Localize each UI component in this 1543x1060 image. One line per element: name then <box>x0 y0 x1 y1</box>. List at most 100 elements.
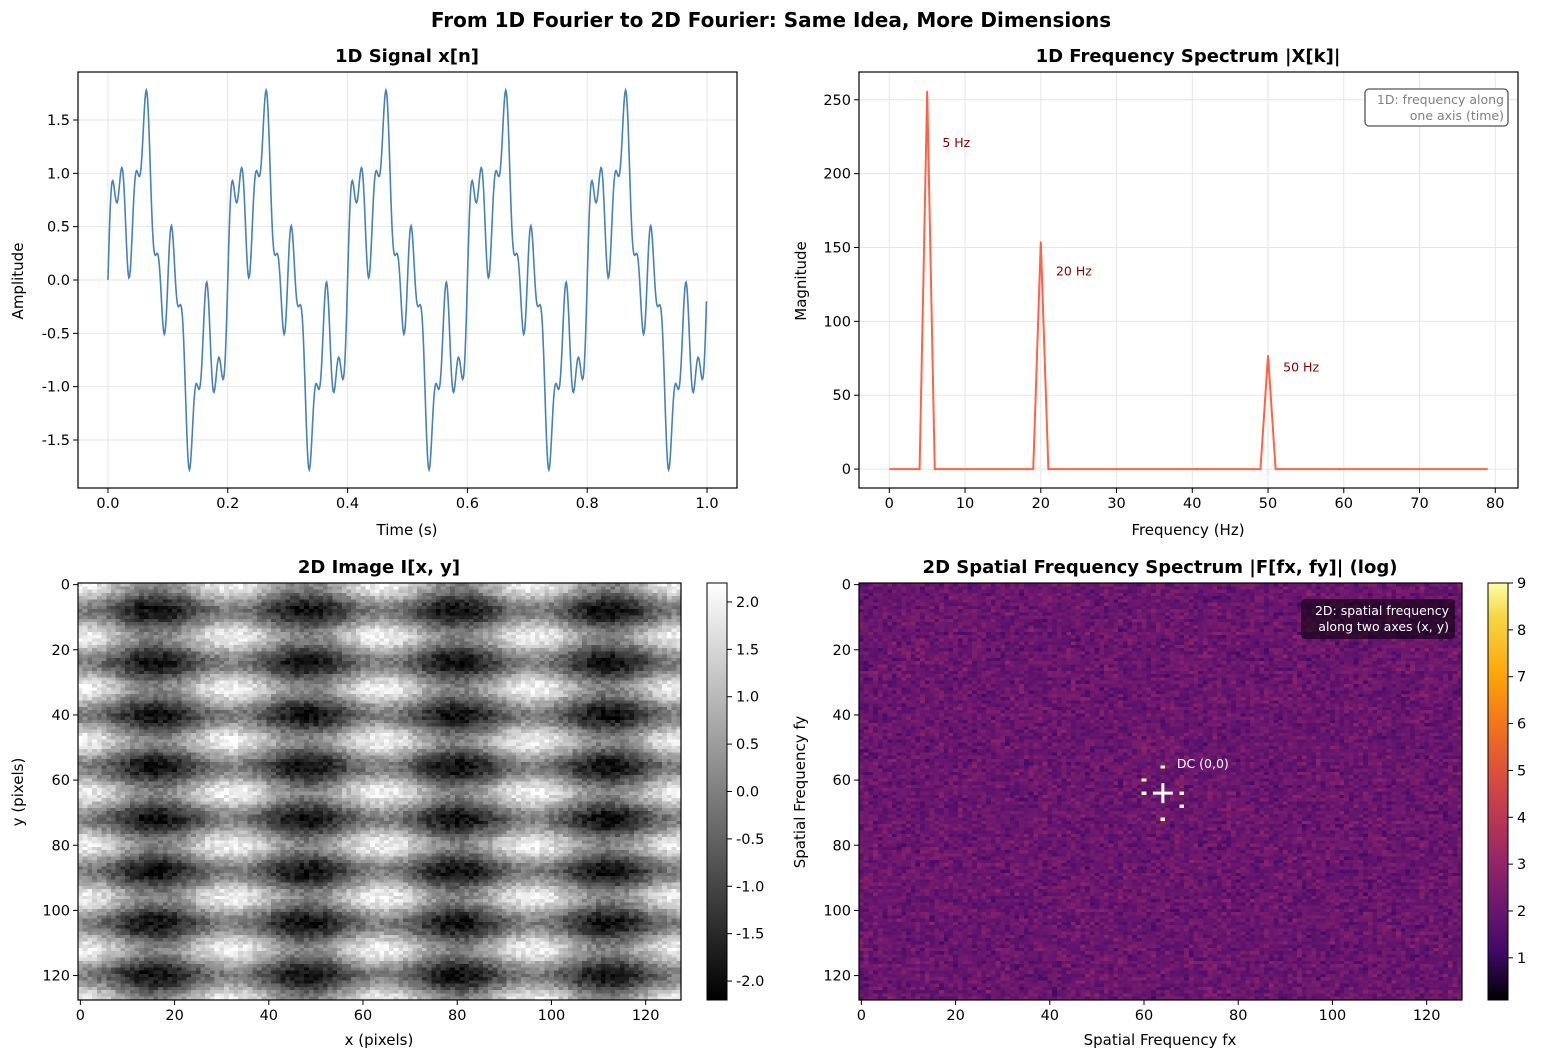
spectrum2d-colorbar <box>1488 583 1508 1000</box>
signal-line <box>107 87 708 473</box>
spectrum-peak-label: 20 Hz <box>1056 264 1092 279</box>
spectrum2d-colorbar-tick-label: 9 <box>1517 576 1526 592</box>
spectrum2d-ytick-label: 20 <box>833 643 851 659</box>
spectrum-peak-label: 5 Hz <box>942 135 970 150</box>
image-colorbar-tick-label: 0.0 <box>736 785 759 801</box>
spectrum2d-xtick-label: 40 <box>1041 1008 1059 1024</box>
signal-ytick-label: 0.0 <box>47 273 70 289</box>
spectrum2d-heatmap-area <box>859 583 1462 1000</box>
image-frame <box>77 582 682 1001</box>
spectrum2d-ylabel: Spatial Frequency fy <box>791 716 809 869</box>
spectrum2d-heatmap <box>859 583 1462 1000</box>
signal-ylabel: Amplitude <box>9 243 27 320</box>
spectrum-info-line-2: one axis (time) <box>1410 108 1504 123</box>
spectrum-panel: 1D Frequency Spectrum |X[k]| Frequency (… <box>792 46 1519 539</box>
spectrum2d-colorbar-tick-label: 8 <box>1517 623 1526 639</box>
spectrum-frame <box>858 71 1519 489</box>
spectrum2d-colorbar-tick-label: 1 <box>1517 951 1526 967</box>
image-ytick-label: 80 <box>52 838 70 854</box>
image-xtick-label: 80 <box>448 1008 466 1024</box>
spectrum2d-panel: 2D Spatial Frequency Spectrum |F[fx, fy]… <box>791 557 1526 1049</box>
spectrum2d-xtick-label: 60 <box>1135 1008 1153 1024</box>
spectrum-xlabel: Frequency (Hz) <box>1131 521 1244 539</box>
image-xtick-label: 120 <box>632 1008 660 1024</box>
image-xtick-label: 100 <box>538 1008 566 1024</box>
dc-label: DC (0,0) <box>1177 756 1229 771</box>
signal-xlabel: Time (s) <box>376 521 438 539</box>
spectrum2d-info-frame <box>1301 599 1455 639</box>
spectrum2d-colorbar-ticks: 9 8 7 6 5 4 3 2 1 <box>1508 576 1526 967</box>
spectrum2d-xlabel: Spatial Frequency fx <box>1084 1031 1237 1049</box>
image-colorbar-tick-label: 1.5 <box>736 642 759 658</box>
spectrum-ytick-label: 250 <box>823 93 851 109</box>
image-colorbar-tick-label: -2.0 <box>736 974 764 990</box>
spectrum2d-colorbar-frame <box>1487 582 1509 1001</box>
signal-ytick-label: -0.5 <box>42 326 70 342</box>
image-xlabel: x (pixels) <box>345 1031 414 1049</box>
spectrum-xtick-label: 30 <box>1107 496 1125 512</box>
spectrum2d-ytick-label: 100 <box>823 903 851 919</box>
spectrum-line <box>889 90 1488 471</box>
signal-panel: 1D Signal x[n] Time (s) Amplitude 0.0 0.2… <box>9 46 738 539</box>
spectrum2d-ytick-label: 0 <box>842 578 851 594</box>
spectrum-peak-label: 50 Hz <box>1283 360 1319 375</box>
image-colorbar-tick-label: -0.5 <box>736 832 764 848</box>
spectrum2d-colorbar-tick-label: 4 <box>1517 810 1526 826</box>
signal-ytick-label: 0.5 <box>47 220 70 236</box>
spectrum-xtick-label: 50 <box>1259 496 1277 512</box>
signal-ytick-label: -1.5 <box>42 433 70 449</box>
spectrum-xtick-label: 70 <box>1410 496 1428 512</box>
image-xtick-label: 40 <box>260 1008 278 1024</box>
spectrum2d-xtick-label: 100 <box>1319 1008 1347 1024</box>
image-colorbar-tick-label: 2.0 <box>736 595 759 611</box>
image-ylabel: y (pixels) <box>9 758 27 827</box>
image-ytick-label: 0 <box>61 578 70 594</box>
image-ytick-label: 60 <box>52 773 70 789</box>
image-ytick-label: 20 <box>52 643 70 659</box>
spectrum2d-xtick-label: 80 <box>1229 1008 1247 1024</box>
spectrum2d-marks: DC (0,0) <box>1152 756 1229 804</box>
spectrum2d-ytick-label: 60 <box>833 773 851 789</box>
spectrum2d-frame <box>858 582 1463 1001</box>
spectrum2d-xtick-label: 120 <box>1413 1008 1441 1024</box>
spectrum2d-colorbar-tick-label: 7 <box>1517 670 1526 686</box>
image-ytick-label: 120 <box>42 969 70 985</box>
spectrum-xtick-label: 0 <box>885 496 894 512</box>
spectrum-title: 1D Frequency Spectrum |X[k]| <box>1036 46 1341 67</box>
spectrum-info-line-1: 1D: frequency along <box>1377 92 1504 107</box>
image-colorbar-tick-label: -1.0 <box>736 879 764 895</box>
image-xtick-label: 20 <box>165 1008 183 1024</box>
spectrum-xtick-label: 10 <box>956 496 974 512</box>
image-colorbar-area <box>707 583 727 1000</box>
image-xtick-label: 60 <box>354 1008 372 1024</box>
image-colorbar-tick-label: 1.0 <box>736 690 759 706</box>
signal-ytick-label: 1.0 <box>47 166 70 182</box>
spectrum-ylabel: Magnitude <box>792 241 810 320</box>
spectrum2d-colorbar-area <box>1488 583 1508 1000</box>
image-heatmap <box>78 583 681 1000</box>
spectrum-xtick-label: 80 <box>1486 496 1504 512</box>
image-ticks: 0 20 40 60 80 100 120 0 20 40 60 80 100 120 <box>42 578 659 1024</box>
spectrum2d-colorbar-tick-label: 3 <box>1517 857 1526 873</box>
signal-xtick-label: 0.0 <box>96 496 119 512</box>
image-ytick-label: 40 <box>52 708 70 724</box>
signal-xtick-label: 0.6 <box>456 496 479 512</box>
image-colorbar-ticks: 2.0 1.5 1.0 0.5 0.0 -0.5 -1.0 -1.5 -2.0 <box>727 595 764 990</box>
spectrum-ytick-label: 0 <box>842 462 851 478</box>
image-ytick-label: 100 <box>42 903 70 919</box>
spectrum2d-info-line-2: along two axes (x, y) <box>1318 619 1449 634</box>
spectrum2d-ytick-label: 80 <box>833 838 851 854</box>
spectrum2d-colorbar-tick-label: 2 <box>1517 904 1526 920</box>
figure-title: From 1D Fourier to 2D Fourier: Same Idea… <box>431 8 1111 32</box>
spectrum-ytick-label: 200 <box>823 167 851 183</box>
signal-title: 1D Signal x[n] <box>335 46 479 67</box>
image-panel: 2D Image I[x, y] x (pixels) y (pixels) 0… <box>9 557 764 1049</box>
spectrum-ytick-label: 50 <box>833 388 851 404</box>
spectrum-xtick-label: 20 <box>1032 496 1050 512</box>
spectrum-xtick-label: 40 <box>1183 496 1201 512</box>
image-xtick-label: 0 <box>76 1008 85 1024</box>
spectrum2d-ytick-label: 40 <box>833 708 851 724</box>
spectrum-marks: 5 Hz 20 Hz 50 Hz <box>889 90 1488 471</box>
spectrum2d-info-box: 2D: spatial frequency along two axes (x,… <box>1301 599 1455 639</box>
